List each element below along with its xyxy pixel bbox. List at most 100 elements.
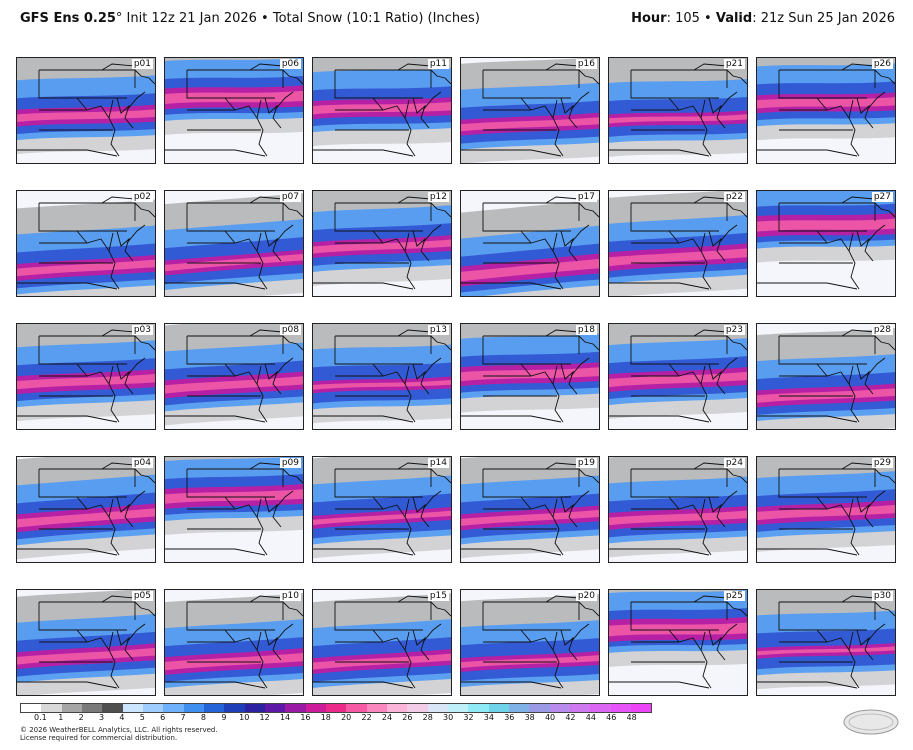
state-border xyxy=(866,490,886,510)
ensemble-member-panel: p18 xyxy=(460,323,600,430)
state-border xyxy=(757,681,858,689)
member-label: p09 xyxy=(279,458,301,468)
member-label: p27 xyxy=(871,192,893,202)
state-border xyxy=(609,149,710,157)
colorbar-segment xyxy=(610,704,631,712)
colorbar-segment xyxy=(488,704,509,712)
snowfall-map xyxy=(461,324,599,423)
member-label: p20 xyxy=(575,591,597,601)
product-name: Total Snow (10:1 Ratio) (Inches) xyxy=(272,11,480,26)
snowfall-map xyxy=(461,594,599,695)
extreme-snow-area xyxy=(313,510,451,526)
member-label: p01 xyxy=(131,59,153,69)
state-border xyxy=(560,629,578,661)
degree-symbol: ° xyxy=(115,11,123,26)
copyright-line: © 2026 WeatherBELL Analytics, LLC. All r… xyxy=(20,726,218,734)
state-border xyxy=(372,363,406,385)
colorbar-tick-label: 16 xyxy=(300,713,311,722)
state-border xyxy=(165,681,266,689)
state-border xyxy=(482,469,571,498)
snowfall-map xyxy=(17,457,155,560)
state-border xyxy=(668,363,702,385)
colorbar-segment xyxy=(264,704,286,712)
member-label: p24 xyxy=(723,458,745,468)
state-border xyxy=(282,468,303,484)
state-border xyxy=(249,196,284,204)
state-border xyxy=(816,496,850,518)
state-border xyxy=(38,203,127,232)
state-border xyxy=(778,336,867,365)
state-border xyxy=(848,498,860,556)
colorbar-tick-label: 40 xyxy=(544,713,556,722)
snowfall-map xyxy=(757,457,895,556)
member-label: p02 xyxy=(131,192,153,202)
member-label: p29 xyxy=(871,458,893,468)
state-border xyxy=(422,357,442,377)
state-border xyxy=(726,335,747,351)
state-border xyxy=(856,496,874,528)
state-border xyxy=(482,203,571,232)
member-label: p06 xyxy=(279,59,301,69)
state-border xyxy=(186,336,275,365)
state-border xyxy=(372,230,406,252)
state-border xyxy=(841,329,876,337)
colorbar-tick-label: 46 xyxy=(606,713,617,722)
colorbar-segment xyxy=(21,704,42,712)
member-label: p08 xyxy=(279,325,301,335)
ensemble-panel-grid: p01 p06 p11 p16 p21 p26 p02 p07 p12 p17 p22 p27 p03 p… xyxy=(16,57,896,696)
snowfall-map xyxy=(461,58,599,163)
state-border xyxy=(256,365,268,423)
state-border xyxy=(186,469,275,498)
member-label: p23 xyxy=(723,325,745,335)
colorbar-tick-label: 32 xyxy=(463,713,474,722)
member-label: p05 xyxy=(131,591,153,601)
state-border xyxy=(264,496,282,528)
extreme-snow-area xyxy=(461,258,599,282)
colorbar-segment xyxy=(285,704,306,712)
snowfall-map xyxy=(313,457,451,559)
state-border xyxy=(224,496,258,518)
colorbar-segment xyxy=(163,704,184,712)
state-border xyxy=(461,282,562,290)
state-border xyxy=(848,232,860,290)
state-border xyxy=(165,149,266,157)
colorbar-tick-label: 14 xyxy=(279,713,291,722)
ensemble-member-panel: p05 xyxy=(16,589,156,696)
state-border xyxy=(718,357,738,377)
colorbar-segment xyxy=(61,704,82,712)
snowfall-map xyxy=(17,324,155,423)
snowfall-map xyxy=(757,590,895,690)
colorbar-tick-label: 30 xyxy=(443,713,454,722)
state-border xyxy=(274,224,294,244)
state-border xyxy=(866,623,886,643)
state-border xyxy=(412,363,430,395)
state-border xyxy=(422,490,442,510)
state-border xyxy=(224,230,258,252)
snowfall-map xyxy=(461,457,599,559)
hour-value: : 105 xyxy=(666,11,700,26)
member-label: p21 xyxy=(723,59,745,69)
state-border xyxy=(165,282,266,290)
snowfall-map xyxy=(17,58,155,157)
member-label: p22 xyxy=(723,192,745,202)
state-border xyxy=(570,623,590,643)
ensemble-member-panel: p20 xyxy=(460,589,600,696)
state-border xyxy=(264,629,282,661)
ensemble-member-panel: p23 xyxy=(608,323,748,430)
snowfall-map xyxy=(165,593,303,695)
state-border xyxy=(101,595,136,603)
state-border xyxy=(372,97,406,119)
state-border xyxy=(816,230,850,252)
ensemble-member-panel: p17 xyxy=(460,190,600,297)
colorbar-segment xyxy=(630,704,652,712)
state-border xyxy=(461,149,562,157)
state-border xyxy=(313,415,414,423)
state-border xyxy=(76,97,110,119)
state-border xyxy=(282,335,303,351)
state-border xyxy=(249,63,284,71)
member-label: p12 xyxy=(427,192,449,202)
state-border xyxy=(816,629,850,651)
state-border xyxy=(38,336,127,365)
snowfall-map xyxy=(165,457,303,556)
state-border xyxy=(578,468,599,484)
